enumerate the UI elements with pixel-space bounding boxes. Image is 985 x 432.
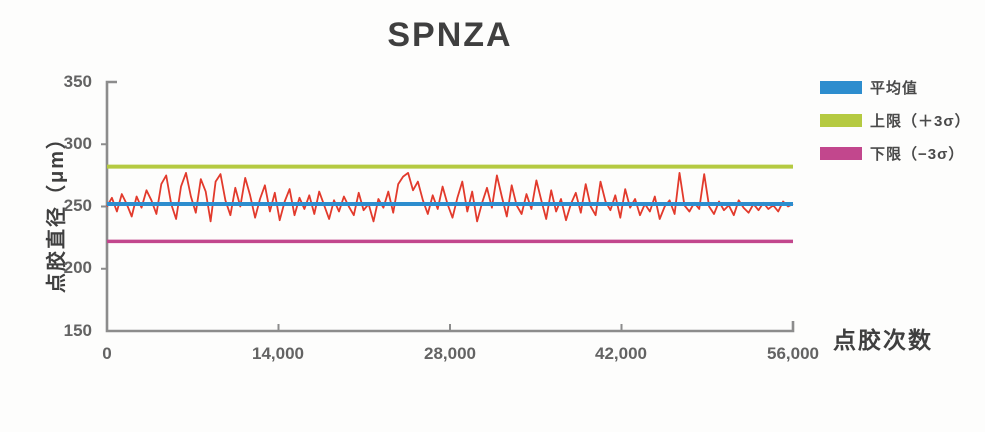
x-tick-14000: 14,000	[252, 344, 304, 363]
axes	[105, 80, 795, 333]
chart-title: SPNZA	[387, 16, 513, 54]
x-axis-label: 点胶次数	[833, 327, 933, 353]
legend-label-mean: 平均值	[870, 80, 919, 97]
y-tick-300: 300	[63, 134, 92, 153]
y-tick-200: 200	[63, 258, 92, 277]
x-tick-42000: 42,000	[595, 344, 647, 363]
legend: 平均值 上限（＋3σ） 下限（−3σ）	[820, 80, 971, 179]
y-tick-150: 150	[63, 321, 92, 340]
legend-swatch-lower-limit-icon	[820, 147, 862, 160]
legend-item-mean: 平均值	[820, 80, 971, 97]
legend-label-upper-limit: 上限（＋3σ）	[870, 113, 971, 130]
legend-swatch-mean-icon	[820, 81, 862, 94]
y-tick-250: 250	[63, 196, 92, 215]
legend-swatch-upper-limit-icon	[820, 114, 862, 127]
legend-item-lower-limit: 下限（−3σ）	[820, 146, 971, 163]
x-tick-0: 0	[102, 344, 112, 363]
legend-item-upper-limit: 上限（＋3σ）	[820, 113, 971, 130]
x-tick-56000: 56,000	[767, 344, 819, 363]
x-tick-28000: 28,000	[424, 344, 476, 363]
series-line-diameter	[106, 171, 794, 223]
legend-label-lower-limit: 下限（−3σ）	[870, 146, 965, 163]
y-tick-350: 350	[63, 72, 92, 91]
